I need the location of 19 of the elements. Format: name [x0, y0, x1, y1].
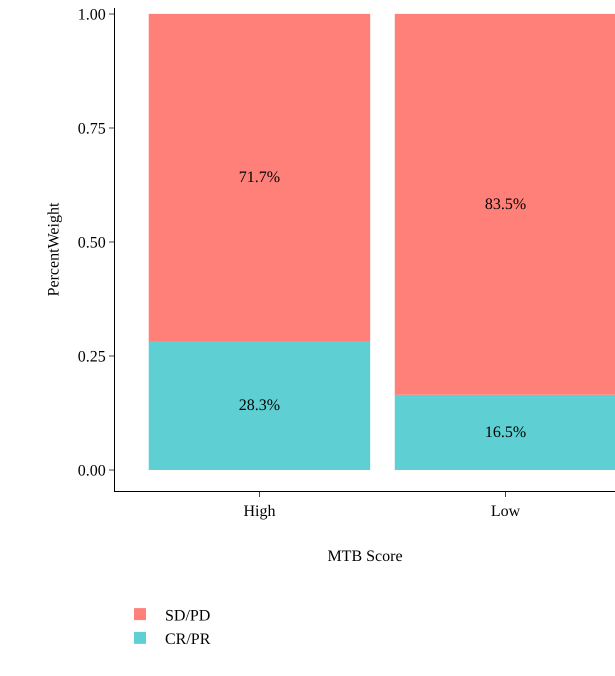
- bar: [394, 14, 615, 395]
- data-label: 16.5%: [484, 424, 526, 441]
- y-tick-label: 0.75: [78, 120, 106, 138]
- bar: [148, 14, 370, 341]
- x-tick-label: High: [243, 503, 276, 520]
- data-label: 83.5%: [484, 196, 526, 213]
- y-tick-label: 0.50: [78, 234, 106, 252]
- x-axis-title: MTB Score: [327, 548, 403, 565]
- bar: [148, 340, 370, 470]
- data-label: 71.7%: [238, 168, 280, 186]
- y-tick-label: 1.00: [78, 6, 106, 24]
- data-label: 28.3%: [238, 396, 280, 414]
- x-tick-label: Low: [490, 503, 521, 520]
- legend-label: SD/PD: [165, 607, 210, 624]
- y-tick-label: 0.00: [78, 462, 106, 480]
- bar: [394, 394, 615, 470]
- y-axis-title: PercentWeight: [46, 202, 63, 296]
- legend-label: CR/PR: [165, 631, 211, 648]
- y-tick-label: 0.25: [78, 348, 106, 366]
